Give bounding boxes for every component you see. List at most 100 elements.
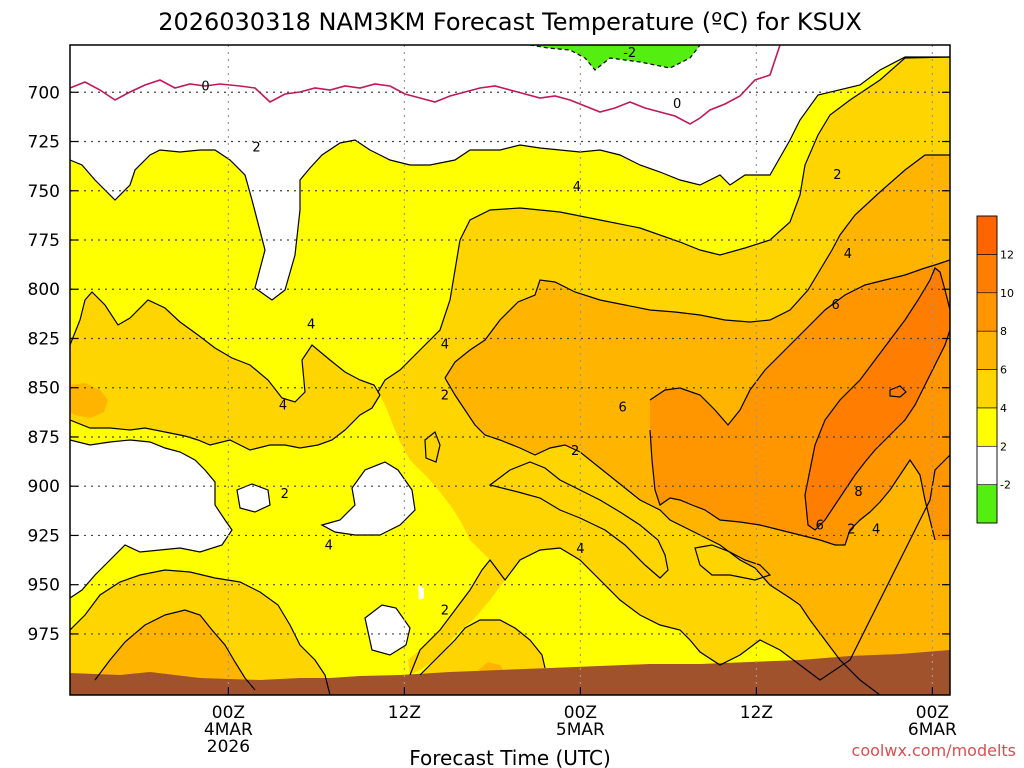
fill-below-2-bottom-blob — [365, 605, 410, 655]
colorbar-swatch — [976, 330, 998, 370]
fill-10-12-right — [805, 268, 950, 530]
contour-label: 4 — [844, 247, 852, 262]
contour-line-2-diagonal — [488, 461, 669, 579]
contour-label: 2 — [252, 140, 260, 155]
y-tick-label: 725 — [28, 133, 60, 153]
colorbar-label: -2 — [1000, 479, 1011, 492]
contour-label-group: 2 — [281, 487, 289, 502]
fill-below-2-center — [322, 462, 415, 535]
x-tick-label: 12Z — [388, 703, 421, 723]
colorbar-swatch — [976, 445, 998, 485]
fill-4-6-left-mid — [70, 292, 380, 450]
contour-label: 2 — [833, 168, 841, 183]
x-tick-label: 2026 — [207, 737, 250, 757]
colorbar-label: 10 — [1000, 287, 1014, 300]
contour-label-group: 2 — [252, 140, 260, 155]
contour-label-group: 0 — [673, 97, 681, 112]
contour-line-4-left — [70, 239, 461, 403]
colorbar-label: 8 — [1000, 325, 1007, 338]
colorbar-label: 12 — [1000, 248, 1014, 261]
contour-label-group: 4 — [325, 538, 333, 553]
contour-lines — [70, 45, 950, 695]
contour-label: 2 — [281, 487, 289, 502]
contour-label-group: -2 — [623, 46, 636, 61]
contour-line-6-lowercenter — [419, 619, 546, 676]
fill-4-6-lower-center — [420, 620, 545, 680]
contour-label: 6 — [618, 400, 626, 415]
contour-line-8-right — [649, 259, 950, 426]
y-tick-label: 825 — [28, 329, 60, 349]
y-tick-label: 775 — [28, 231, 60, 251]
colorbar-swatch — [976, 484, 998, 524]
x-tick-label: 5MAR — [556, 720, 605, 740]
chart-title: 2026030318 NAM3KM Forecast Temperature (… — [158, 8, 862, 36]
contour-label: 4 — [872, 523, 880, 538]
x-tick-label: 12Z — [740, 703, 773, 723]
contour-label-group: 6 — [618, 400, 626, 415]
contour-label: 4 — [279, 398, 287, 413]
colorbar-swatch — [976, 215, 998, 255]
contour-line-10-right — [804, 267, 950, 531]
y-tick-label: 975 — [28, 625, 60, 645]
fill-below-2-upper — [70, 45, 950, 300]
contour-label: 4 — [325, 538, 333, 553]
contour-label: 0 — [201, 79, 209, 94]
fill-below-2-left — [70, 440, 232, 598]
contour-label: 2 — [441, 603, 449, 618]
contour-line-6-upper — [444, 154, 950, 379]
x-tick-label: 00Z — [564, 703, 597, 723]
x-tick-label: 00Z — [916, 703, 949, 723]
temperature-field — [70, 45, 950, 695]
contour-label-group: 4 — [441, 337, 449, 352]
contour-label-group: 2 — [441, 389, 449, 404]
contour-line-minus2 — [529, 45, 701, 71]
colorbar-label: 2 — [1000, 440, 1007, 453]
contour-label: 2 — [571, 444, 579, 459]
contour-line-2-upper — [70, 56, 950, 301]
contour-label-group: 4 — [279, 398, 287, 413]
contour-label-group: 4 — [573, 180, 581, 195]
contour-label-group: 4 — [872, 523, 880, 538]
y-tick-label: 925 — [28, 526, 60, 546]
y-tick-label: 750 — [28, 182, 60, 202]
terrain — [70, 650, 950, 695]
contour-line-2-rightblob — [694, 544, 772, 581]
y-tick-label: 875 — [28, 428, 60, 448]
fill-6-8-lower-left — [95, 610, 255, 690]
contour-line-4-lowercenter — [409, 454, 950, 681]
colorbar-swatch — [976, 292, 998, 332]
fill-below-2-center-blob — [237, 484, 270, 512]
credit-text: coolwx.com/modelts — [852, 741, 1016, 760]
contour-line-4-upper — [459, 56, 950, 256]
contour-label-group: 2 — [833, 168, 841, 183]
contour-labels: 0 0 -2 2 2 4 4 6 4 4 4 2 6 2 2 8 6 2 4 4 4 2 — [201, 46, 880, 618]
colorbar-label: 4 — [1000, 402, 1007, 415]
freezing-line — [70, 45, 781, 125]
contour-line-2-leftmid — [70, 394, 381, 451]
contour-line-2-smallblob — [424, 431, 441, 463]
contour-line-4-lowerleft — [70, 569, 331, 695]
contour-label: 2 — [847, 523, 855, 538]
colorbar-label: 6 — [1000, 364, 1007, 377]
y-tick-label: 700 — [28, 83, 60, 103]
contour-label: 0 — [673, 97, 681, 112]
contour-label-group: 2 — [441, 603, 449, 618]
y-tick-label: 950 — [28, 576, 60, 596]
contour-label-group: 8 — [854, 485, 862, 500]
fill-6-8-left — [70, 383, 108, 418]
colorbar-swatch — [976, 407, 998, 447]
contour-line-2-blob — [236, 483, 271, 513]
x-tick-label: 6MAR — [908, 720, 957, 740]
y-tick-label: 900 — [28, 477, 60, 497]
x-tick-label: 00Z — [212, 703, 245, 723]
contour-label-group: 2 — [571, 444, 579, 459]
contour-label-group: 6 — [816, 519, 824, 534]
y-tick-label: 800 — [28, 280, 60, 300]
contour-label: 6 — [831, 298, 839, 313]
contour-line-2-left — [70, 439, 233, 599]
contour-label: 4 — [573, 180, 581, 195]
contour-label: 4 — [441, 337, 449, 352]
contour-line-6-lowerleft — [94, 609, 256, 691]
